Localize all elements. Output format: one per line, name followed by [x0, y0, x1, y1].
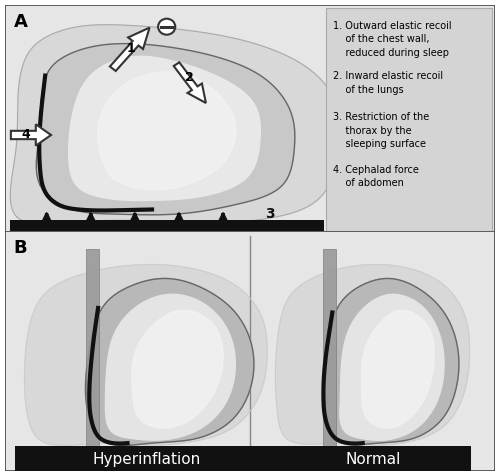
Text: 1: 1	[127, 42, 136, 55]
Text: Hyperinflation: Hyperinflation	[93, 452, 201, 467]
Text: 1. Outward elastic recoil
    of the chest wall,
    reduced during sleep: 1. Outward elastic recoil of the chest w…	[334, 21, 452, 58]
Polygon shape	[276, 265, 469, 445]
Polygon shape	[10, 25, 342, 224]
Polygon shape	[24, 265, 267, 446]
Bar	[10, 220, 324, 233]
Bar	[86, 249, 99, 457]
Polygon shape	[132, 310, 223, 428]
Text: Normal: Normal	[346, 452, 401, 467]
Polygon shape	[324, 278, 459, 445]
Polygon shape	[110, 28, 150, 71]
Text: 2. Inward elastic recoil
    of the lungs: 2. Inward elastic recoil of the lungs	[334, 71, 444, 95]
Text: 3: 3	[265, 207, 274, 221]
Polygon shape	[340, 294, 444, 440]
Text: 4: 4	[22, 129, 30, 141]
Text: 3. Restriction of the
    thorax by the
    sleeping surface: 3. Restriction of the thorax by the slee…	[334, 112, 430, 149]
Text: 2: 2	[186, 71, 194, 84]
Circle shape	[158, 19, 176, 35]
Polygon shape	[68, 56, 260, 200]
Bar	[268, 446, 472, 471]
Text: B: B	[14, 239, 28, 257]
Polygon shape	[36, 44, 295, 215]
Text: A: A	[14, 13, 28, 31]
Polygon shape	[362, 310, 434, 428]
Polygon shape	[98, 72, 236, 190]
Bar	[323, 249, 336, 457]
Polygon shape	[86, 278, 254, 446]
Bar	[326, 8, 492, 231]
Polygon shape	[11, 124, 51, 146]
Text: 4. Cephalad force
    of abdomen: 4. Cephalad force of abdomen	[334, 165, 419, 188]
Polygon shape	[174, 62, 206, 103]
Polygon shape	[106, 294, 236, 440]
Bar	[15, 446, 270, 471]
